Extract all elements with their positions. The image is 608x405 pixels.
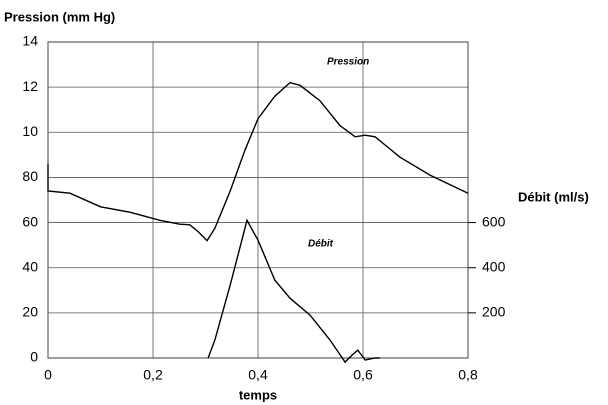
y-tick-label: 20 — [22, 304, 38, 320]
annotation: Pression — [327, 57, 369, 68]
annotation: Débit — [308, 239, 334, 250]
x-tick-label: 0,4 — [248, 367, 268, 383]
y-tick-label: 40 — [22, 258, 38, 274]
y2-tick-label: 400 — [482, 258, 506, 274]
y-tick-label: 80 — [22, 168, 38, 184]
x-tick-label: 0,6 — [353, 367, 373, 383]
y-tick-label: 0 — [30, 349, 38, 365]
y-tick-label: 14 — [22, 33, 38, 49]
x-tick-label: 0,8 — [458, 367, 478, 383]
chart-title: Pression (mm Hg) — [4, 9, 115, 24]
y2-axis-title: Débit (ml/s) — [518, 189, 589, 204]
x-tick-label: 0 — [44, 367, 52, 383]
y-tick-label: 60 — [22, 213, 38, 229]
y2-tick-label: 600 — [482, 213, 506, 229]
x-tick-label: 0,2 — [143, 367, 163, 383]
data-line — [47, 81, 469, 242]
y2-tick-label: 200 — [482, 304, 506, 320]
y-tick-label: 10 — [22, 123, 38, 139]
x-axis-title: temps — [239, 387, 277, 402]
y-tick-label: 12 — [22, 78, 38, 94]
data-line — [207, 218, 380, 364]
